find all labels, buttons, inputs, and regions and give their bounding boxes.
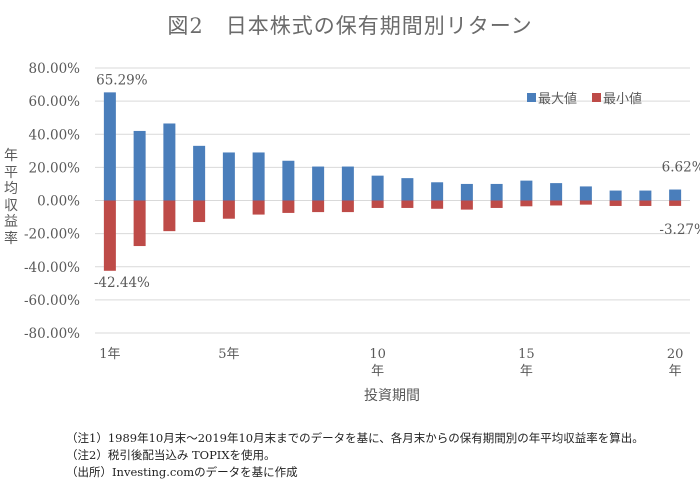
bar-min	[103, 200, 116, 271]
y-tick-label: 20.00%	[29, 160, 81, 176]
bar-max	[371, 175, 384, 201]
y-axis-label-char: 益	[4, 214, 18, 230]
y-tick-label: 80.00%	[29, 61, 81, 77]
bar-max	[639, 190, 652, 201]
legend-swatch	[592, 93, 601, 102]
x-tick-label: 1年	[99, 347, 120, 362]
bar-max	[163, 123, 176, 201]
bar-min	[282, 200, 295, 213]
bar-min	[609, 200, 622, 206]
bar-min	[312, 200, 325, 213]
bar-min	[520, 200, 533, 207]
bar-min	[639, 200, 652, 206]
bar-min	[252, 200, 265, 215]
bar-min	[550, 200, 563, 206]
bar-max	[312, 166, 325, 201]
bar-max	[222, 152, 235, 201]
bar-max	[341, 166, 354, 201]
y-tick-label: 60.00%	[29, 94, 81, 110]
y-axis-label: 年平均収益率	[3, 148, 19, 247]
data-label: -3.27%	[659, 222, 700, 238]
bar-min	[669, 200, 682, 206]
x-axis-label: 投資期間	[364, 388, 420, 404]
bar-min	[222, 200, 235, 219]
bar-max	[460, 183, 473, 201]
bar-chart: 80.00% 60.00% 40.00% 20.00% 0.00% -20.00% -40.…	[24, 61, 700, 404]
y-tick-label: -40.00%	[24, 260, 80, 276]
bar-min	[371, 200, 384, 208]
bar-max	[133, 130, 146, 201]
legend-label: 最大値	[538, 91, 577, 107]
note-source: （出所）Investing.comのデータを基に作成	[66, 465, 298, 479]
bar-max	[579, 186, 592, 201]
bar-min	[341, 200, 354, 213]
legend-label: 最小値	[603, 91, 642, 107]
x-tick-label: 15 年	[518, 347, 535, 379]
x-tick-label: 20 年	[667, 347, 684, 379]
bar-min	[133, 200, 146, 247]
y-tick-label: -20.00%	[24, 227, 80, 243]
bar-max	[520, 180, 533, 201]
bar-max	[252, 152, 265, 201]
data-label: -42.44%	[94, 275, 150, 291]
y-axis-label-char: 年	[4, 148, 18, 164]
chart-title: 図2 日本株式の保有期間別リターン	[167, 14, 533, 38]
y-tick-label: 40.00%	[29, 127, 81, 143]
y-tick-label: 0.00%	[37, 194, 80, 210]
y-axis-label-char: 平	[4, 164, 18, 181]
bar-min	[579, 200, 592, 205]
bar-max	[490, 183, 503, 201]
bar-max	[669, 189, 682, 201]
bar-max	[609, 190, 622, 201]
bar-min	[163, 200, 176, 232]
data-label: 65.29%	[96, 72, 148, 88]
note-1: （注1）1989年10月末～2019年10月末までのデータを基に、各月末からの保…	[66, 431, 644, 445]
y-axis-label-char: 率	[4, 230, 18, 247]
legend-swatch	[527, 93, 536, 102]
data-label: 6.62%	[662, 160, 700, 176]
bar-max	[401, 178, 414, 201]
y-tick-label: -80.00%	[24, 326, 80, 342]
bar-max	[193, 145, 206, 201]
bar-min	[401, 200, 414, 208]
y-tick-label: -60.00%	[24, 293, 80, 309]
y-axis-label-char: 収	[4, 197, 18, 214]
bar-min	[490, 200, 503, 208]
bar-min	[460, 200, 473, 210]
bar-min	[193, 200, 206, 223]
bar-max	[431, 182, 444, 201]
x-tick-label: 10 年	[369, 347, 386, 379]
note-2: （注2）税引後配当込み TOPIXを使用。	[66, 448, 276, 462]
x-tick-label: 5年	[218, 347, 239, 362]
y-axis-label-char: 均	[4, 181, 18, 197]
bar-max	[550, 183, 563, 201]
bar-min	[431, 200, 444, 209]
bar-max	[282, 160, 295, 201]
bar-max	[103, 92, 116, 201]
